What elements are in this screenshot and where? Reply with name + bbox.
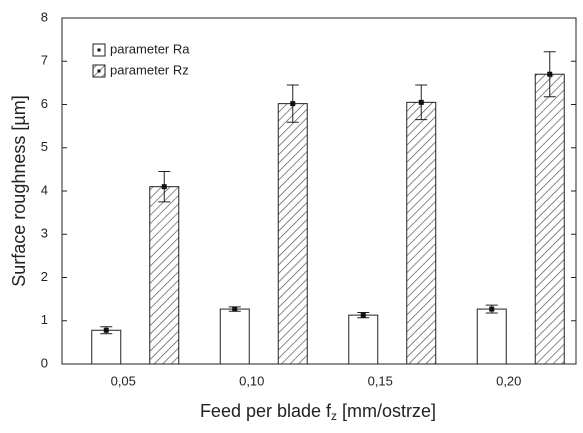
mean-marker bbox=[161, 184, 167, 190]
legend-marker bbox=[97, 48, 101, 52]
bar bbox=[534, 73, 565, 365]
y-tick-label: 1 bbox=[41, 312, 48, 327]
mean-marker bbox=[489, 306, 495, 312]
mean-marker bbox=[290, 101, 296, 107]
x-tick-label: 0,15 bbox=[368, 373, 393, 388]
x-axis-label-sub: z bbox=[331, 409, 337, 423]
bar bbox=[219, 308, 250, 365]
x-axis-label-rest: [mm/ostrze] bbox=[337, 401, 436, 421]
bar bbox=[149, 186, 180, 365]
bar bbox=[91, 329, 122, 365]
x-tick-label: 0,20 bbox=[496, 373, 521, 388]
mean-marker bbox=[232, 306, 238, 312]
legend-label: parameter Ra bbox=[110, 41, 190, 56]
y-tick-label: 3 bbox=[41, 226, 48, 241]
y-tick-label: 6 bbox=[41, 96, 48, 111]
y-tick-label: 0 bbox=[41, 355, 48, 370]
x-axis-label: Feed per blade fz [mm/ostrze] bbox=[200, 401, 436, 423]
bar bbox=[348, 314, 379, 365]
y-axis-label: Surface roughness [µm] bbox=[9, 95, 29, 286]
mean-marker bbox=[360, 312, 366, 318]
x-tick-label: 0,05 bbox=[111, 373, 136, 388]
mean-marker bbox=[418, 99, 424, 105]
mean-marker bbox=[547, 71, 553, 77]
mean-marker bbox=[103, 327, 109, 333]
bar bbox=[277, 103, 308, 365]
legend-label: parameter Rz bbox=[110, 62, 189, 77]
y-tick-label: 5 bbox=[41, 139, 48, 154]
bar bbox=[476, 308, 507, 365]
bar bbox=[406, 101, 437, 365]
y-tick-label: 2 bbox=[41, 269, 48, 284]
legend-marker bbox=[97, 69, 101, 73]
y-tick-label: 7 bbox=[41, 53, 48, 68]
x-tick-label: 0,10 bbox=[239, 373, 264, 388]
y-tick-label: 4 bbox=[41, 182, 48, 197]
x-axis-label-main: Feed per blade f bbox=[200, 401, 332, 421]
y-tick-label: 8 bbox=[41, 9, 48, 24]
